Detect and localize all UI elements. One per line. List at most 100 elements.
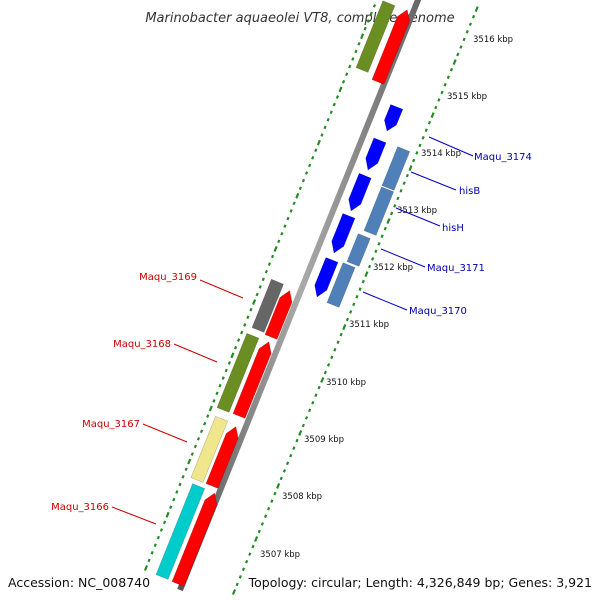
outer-dot [326,117,330,122]
outer-dot [301,178,306,183]
gene-features [155,0,411,587]
leader-line [395,207,441,227]
inner-dot [320,377,325,383]
inner-dot [301,423,305,428]
outer-dot [165,511,170,518]
outer-dot [308,163,312,168]
tick-label: 3509 kbp [304,435,344,445]
outer-dot [153,543,157,548]
inner-dot [295,438,299,443]
outer-dot [230,352,235,359]
outer-dot [316,139,321,146]
gene-rev-5 [314,257,339,298]
gene-maqu-3171 [346,233,371,267]
outer-dot [283,224,287,228]
inner-dot [374,249,378,254]
outer-dot [246,315,250,320]
outer-dot [286,216,290,221]
label-leaders [111,136,474,525]
tick-label: 3510 kbp [326,378,366,388]
genome-backbone [177,0,422,592]
outer-dot [348,64,352,69]
outer-dot [320,133,324,137]
outer-dot [264,269,269,274]
leader-line [410,171,457,191]
inner-dot [446,75,450,80]
inner-dot [326,363,331,367]
inner-dot [456,52,460,57]
inner-dot [393,204,397,208]
inner-dot [380,234,384,239]
outer-dot [212,399,216,403]
outer-dot [298,186,302,191]
gene-hish [363,186,394,236]
gene-rev-2 [365,137,387,171]
inner-dot [402,181,406,186]
inner-dot [304,416,309,420]
outer-dot [199,429,204,434]
inner-dot [465,29,469,34]
outer-dot [147,558,151,563]
outer-dot [357,41,361,46]
outer-dot [233,345,238,350]
gene-maqu-3166 [155,483,206,580]
outer-dot [218,383,222,388]
tick-label: 3512 kbp [373,263,413,273]
leader-line [199,279,244,299]
inner-dot [311,400,315,405]
inner-dot [361,279,365,284]
inner-dot [396,196,400,201]
tick-label: 3508 kbp [282,492,322,502]
gene-label-maqu-3174: Maqu_3174 [474,152,532,163]
outer-dot [227,361,231,365]
inner-dot [238,575,242,579]
outer-dot [304,171,309,175]
gene-label-maqu-3170: Maqu_3170 [409,306,467,317]
inner-dot [349,310,353,314]
inner-dot [251,544,255,549]
inner-dot [298,430,303,436]
gene-label-hisb: hisB [459,186,480,197]
inner-dot [273,491,277,496]
gene-forward-top [371,9,410,85]
dotted-guide-lines [143,4,479,595]
leader-line [142,423,188,443]
leader-line [111,506,157,525]
inner-dot [440,90,444,95]
tick-label: 3511 kbp [349,320,389,330]
outer-dot [280,231,284,236]
inner-dot [285,461,290,466]
outer-dot [267,262,272,266]
outer-dot [159,528,164,532]
outer-dot [175,490,179,494]
gene-rev-4 [331,213,356,254]
inner-dot [333,347,337,352]
inner-dot [330,355,334,360]
outer-dot [184,467,188,472]
outer-dot [251,299,257,306]
inner-dot [418,143,422,148]
inner-dot [355,294,359,299]
outer-dot [261,277,265,282]
gene-forward-3166 [171,492,218,587]
inner-dot [342,324,347,331]
tick-label: 3515 kbp [447,92,487,102]
leader-line [428,136,474,157]
leader-line [380,248,426,268]
gene-maqu-3169 [251,278,284,333]
outer-dot [193,444,198,449]
inner-dot [371,257,375,261]
inner-dot [412,158,416,163]
gene-label-maqu-3169: Maqu_3169 [139,272,197,283]
leader-line [362,291,408,311]
gene-maqu-3168 [216,333,260,413]
outer-dot [187,458,192,465]
outer-dot [143,565,149,571]
inner-dot [452,59,457,66]
inner-dot [352,302,356,307]
outer-dot [323,125,327,130]
inner-dot [336,340,340,345]
outer-dot [366,19,370,23]
outer-dot [295,192,300,199]
outer-dot [243,323,247,327]
